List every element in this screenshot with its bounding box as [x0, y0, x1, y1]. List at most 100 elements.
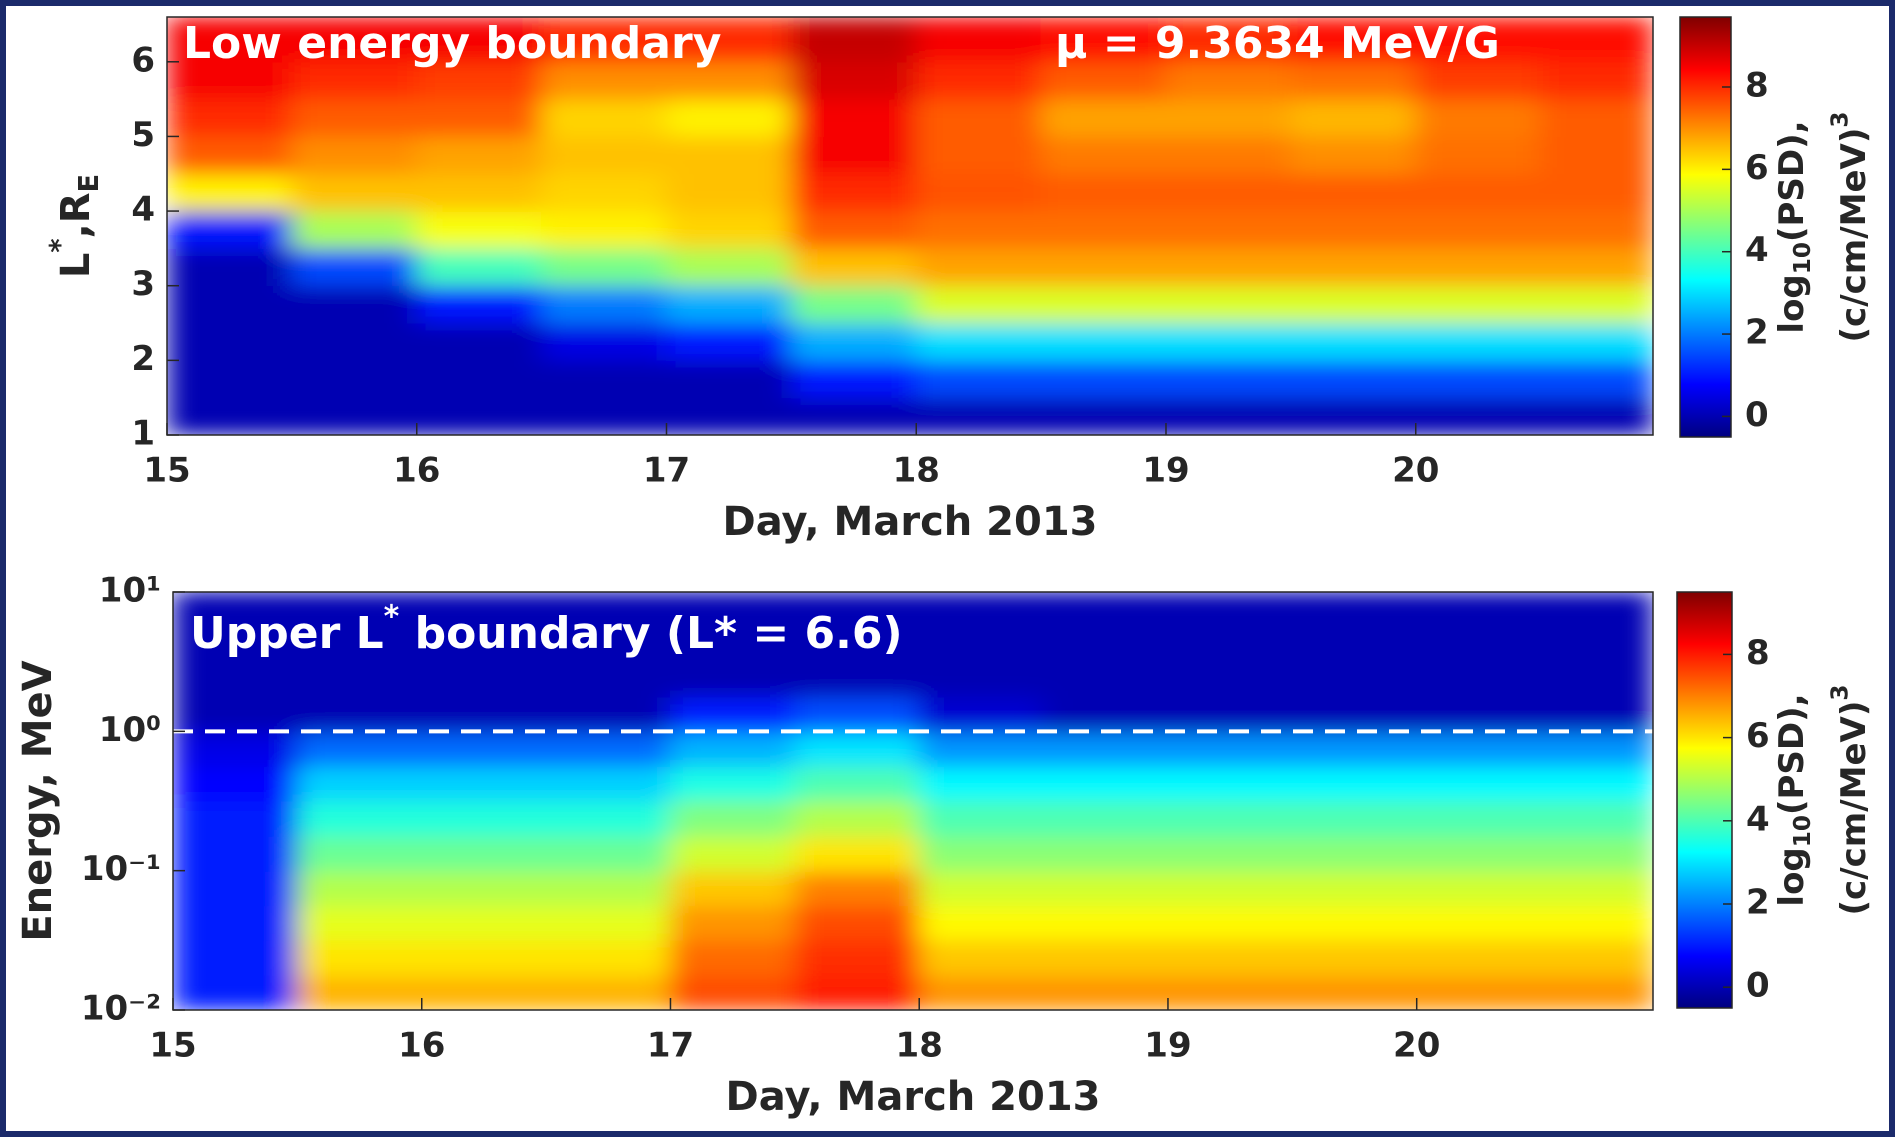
heatmap-cell [790, 322, 917, 361]
heatmap-cell [167, 17, 293, 63]
heatmap-cell [1290, 359, 1417, 399]
heatmap-cell [1415, 247, 1542, 287]
heatmap-cell [1291, 765, 1418, 802]
y-tick-label: 5 [131, 115, 155, 155]
colorbar-tick-label: 0 [1745, 395, 1769, 435]
heatmap-cell [665, 285, 792, 324]
text-part: 3 [1827, 112, 1853, 128]
heatmap-cells [167, 17, 1653, 435]
heatmap-cell [1165, 61, 1292, 100]
heatmap-cell [541, 397, 667, 435]
heatmap-cell [167, 247, 293, 287]
heatmap-cell [665, 17, 792, 63]
heatmap-cell [665, 173, 792, 212]
heatmap-cell [1167, 905, 1293, 941]
heatmap-cell [665, 397, 792, 435]
heatmap-cell [173, 905, 298, 941]
heatmap-cell [296, 626, 423, 662]
heatmap-cell [665, 98, 792, 137]
heatmap-cell [1040, 322, 1167, 361]
text-part: (PSD), [1772, 120, 1812, 242]
heatmap-cell [1540, 905, 1653, 941]
heatmap-cell [918, 626, 1045, 662]
heatmap-cell [1167, 975, 1293, 1010]
heatmap-cell [790, 210, 917, 249]
heatmap-cell [915, 322, 1042, 361]
heatmap-cell [1040, 135, 1167, 175]
heatmap-cell [790, 98, 917, 137]
heatmap [167, 17, 1653, 435]
heatmap-cell [421, 765, 547, 802]
y-tick-label: 3 [131, 264, 155, 304]
heatmap-cell [665, 247, 792, 287]
colorbar-tick-label: 8 [1745, 66, 1769, 106]
heatmap-cell [1416, 870, 1542, 907]
y-tick-label: 4 [131, 190, 155, 230]
heatmap-cell [173, 626, 298, 662]
heatmap-cell [1416, 905, 1542, 941]
heatmap-cell [918, 731, 1045, 767]
heatmap-cell [790, 135, 917, 175]
heatmap-cell [167, 397, 293, 435]
heatmap-cell [291, 61, 418, 100]
x-tick-label: 16 [393, 451, 440, 491]
heatmap-cell [545, 660, 671, 698]
colorbar-label: (c/cm/MeV)3 [1827, 112, 1873, 343]
heatmap-cell [1416, 765, 1542, 802]
heatmap-cell [790, 17, 917, 63]
heatmap-cell [421, 592, 547, 628]
heatmap-cell [1416, 660, 1542, 698]
heatmap-cell [794, 975, 920, 1010]
heatmap-cell [1040, 285, 1167, 324]
heatmap-cell [918, 660, 1045, 698]
heatmap-cell [416, 135, 543, 175]
heatmap-cell [545, 731, 671, 767]
heatmap-cell [167, 285, 293, 324]
colorbar-label: log10(PSD), [1772, 120, 1816, 333]
heatmap-cell [1415, 210, 1542, 249]
heatmap-cell [1415, 135, 1542, 175]
heatmap-cell [669, 626, 796, 662]
heatmap-cell [167, 322, 293, 361]
heatmap-cell [1540, 765, 1653, 802]
heatmap-cell [291, 98, 418, 137]
heatmap-cell [669, 905, 796, 941]
heatmap-cell [541, 359, 667, 399]
heatmap-cell [669, 870, 796, 907]
heatmap-cell [790, 397, 917, 435]
x-tick-label: 17 [647, 1026, 694, 1066]
heatmap-cell [416, 210, 543, 249]
heatmap-cell [665, 322, 792, 361]
heatmap-cell [296, 765, 423, 802]
x-tick-label: 16 [398, 1026, 445, 1066]
heatmap-cell [296, 905, 423, 941]
heatmap-cell [421, 939, 547, 977]
text-part: L [53, 253, 99, 279]
x-axis-label: Day, March 2013 [725, 1074, 1100, 1120]
heatmap-cell [1291, 660, 1418, 698]
y-tick-label: 10⁰ [99, 710, 161, 750]
colorbar-label: (c/cm/MeV)3 [1827, 685, 1873, 916]
heatmap-cell [1043, 626, 1169, 662]
heatmap-cell [296, 800, 423, 837]
heatmap-cell [1415, 359, 1542, 399]
heatmap-cell [173, 800, 298, 837]
heatmap-cell [669, 975, 796, 1010]
heatmap-cell [167, 135, 293, 175]
heatmap-cell [1291, 731, 1418, 767]
heatmap-cell [790, 359, 917, 399]
heatmap-cell [1290, 397, 1417, 435]
heatmap-cell [1040, 17, 1167, 63]
text-part: E [74, 174, 105, 193]
heatmap-cell [416, 173, 543, 212]
text-part: Upper L [190, 608, 384, 659]
heatmap-cell [1540, 696, 1653, 733]
y-tick-label: 1 [131, 414, 155, 454]
heatmap-cell [541, 17, 667, 63]
heatmap-cell [1167, 731, 1293, 767]
heatmap-cell [918, 905, 1045, 941]
heatmap-cell [296, 660, 423, 698]
heatmap-cell [665, 359, 792, 399]
